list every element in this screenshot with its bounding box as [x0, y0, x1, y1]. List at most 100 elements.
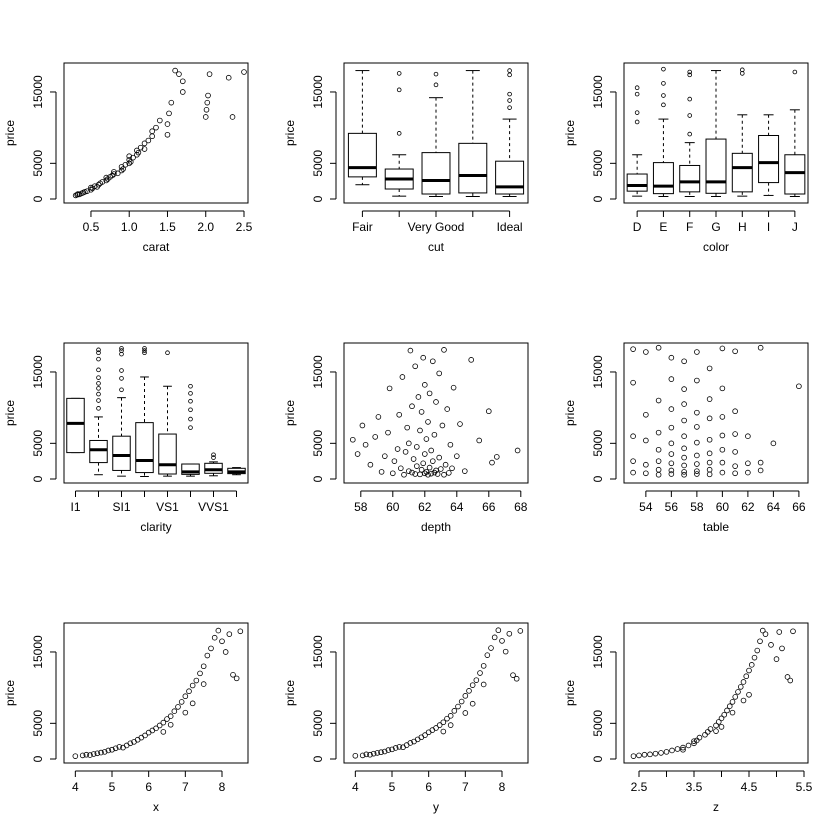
data-point	[694, 409, 700, 416]
x-tick-label: 56	[665, 500, 679, 514]
data-point	[359, 752, 366, 759]
data-point	[120, 166, 126, 172]
x-tick-label: 66	[482, 500, 496, 514]
data-point	[453, 453, 460, 459]
data-point	[423, 436, 430, 442]
data-point	[663, 749, 670, 755]
iqr-box	[626, 173, 648, 192]
data-point	[513, 675, 520, 682]
plot-frame	[623, 622, 809, 764]
iqr-box	[347, 132, 377, 178]
data-point	[79, 752, 86, 759]
data-point	[668, 376, 675, 382]
data-point	[399, 374, 406, 380]
data-point	[156, 722, 163, 729]
data-point	[641, 751, 648, 758]
data-point	[101, 749, 108, 755]
data-point	[499, 638, 505, 644]
y-tick-label: 15000	[311, 75, 325, 109]
data-point	[126, 153, 133, 159]
data-point	[655, 429, 662, 436]
x-tick-label: Ideal	[497, 220, 523, 234]
outlier-point	[507, 98, 512, 103]
y-tick-label: 0	[311, 475, 325, 482]
data-point	[510, 672, 516, 678]
outlier-point	[211, 452, 216, 458]
data-point	[681, 433, 687, 439]
data-point	[160, 729, 167, 735]
data-point	[457, 421, 463, 427]
outlier-point	[119, 368, 124, 373]
y-tick-label: 0	[311, 195, 325, 202]
data-point	[469, 700, 476, 707]
x-tick-label: 7	[462, 780, 469, 794]
data-point	[655, 397, 662, 404]
x-tick-label: 0.5	[83, 220, 100, 234]
outlier-point	[661, 66, 666, 72]
x-tick-label: 8	[499, 780, 506, 794]
box-VS1	[158, 350, 177, 477]
x-tick-label: 5	[389, 780, 396, 794]
data-point	[770, 440, 777, 447]
data-point	[425, 419, 431, 425]
data-point	[157, 117, 163, 124]
data-point	[462, 693, 469, 699]
data-point	[668, 451, 675, 457]
box-IF	[227, 467, 246, 476]
data-point	[732, 348, 738, 355]
data-point	[440, 728, 447, 735]
data-point	[630, 346, 636, 352]
y-tick-label: 5000	[591, 710, 605, 737]
x-tick-label: D	[633, 220, 642, 234]
x-tick-label: 54	[639, 500, 653, 514]
data-point	[694, 439, 700, 446]
data-point	[225, 74, 232, 81]
outlier-point	[433, 71, 439, 77]
x-tick-label: J	[792, 220, 798, 234]
data-point	[447, 713, 454, 719]
data-point	[444, 715, 450, 722]
box-VS2	[135, 346, 154, 478]
data-point	[197, 670, 203, 677]
plot-frame	[63, 62, 249, 204]
data-point	[694, 349, 700, 355]
data-point	[447, 722, 454, 728]
data-point	[396, 411, 403, 418]
panel-z: 0 5000 15000 price 2.5 3.5 4.5 5.5 z	[563, 622, 813, 814]
data-point	[82, 189, 88, 195]
data-point	[203, 107, 210, 113]
data-point	[179, 78, 186, 85]
data-point	[643, 411, 649, 418]
box-D	[626, 85, 648, 197]
outlier-point	[119, 387, 124, 393]
data-point	[182, 709, 189, 716]
data-point	[418, 466, 425, 473]
outlier-point	[96, 398, 101, 403]
data-point	[421, 470, 428, 477]
data-point	[378, 749, 384, 756]
plot-frame	[343, 622, 529, 764]
x-tick-label: H	[738, 220, 747, 234]
data-point	[680, 746, 686, 753]
data-point	[418, 409, 425, 415]
data-point	[428, 470, 435, 477]
data-point	[732, 463, 738, 469]
data-point	[116, 744, 123, 750]
data-point	[437, 466, 444, 472]
data-point	[721, 711, 728, 718]
data-point	[746, 691, 752, 698]
data-point	[200, 663, 207, 670]
data-point	[374, 750, 381, 756]
y-axis-title: price	[283, 400, 297, 426]
panel-table: 0 5000 15000 price 54 56 58 60 62 64 66 table	[563, 342, 809, 534]
y-axis-title: price	[283, 680, 297, 706]
data-point	[142, 732, 148, 739]
data-point	[493, 454, 500, 460]
outlier-point	[634, 85, 640, 90]
plot-frame	[343, 62, 529, 204]
y-tick-label: 5000	[591, 430, 605, 457]
x-tick-label: 8	[219, 780, 226, 794]
data-point	[491, 634, 498, 641]
data-point	[72, 753, 79, 759]
